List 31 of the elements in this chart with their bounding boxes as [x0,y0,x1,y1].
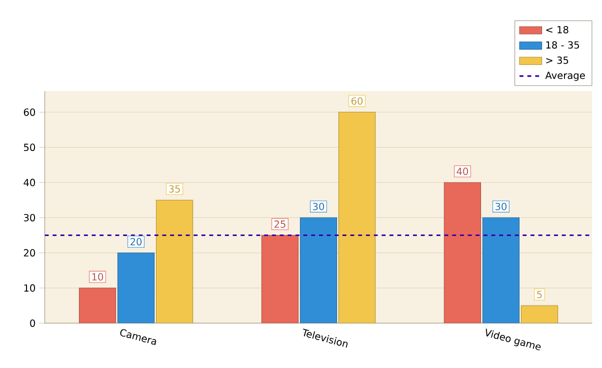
y-tick-label: 20 [24,249,36,256]
y-tick-label: 40 [24,178,36,186]
data-label: 5 [537,290,542,298]
x-tick-label: Camera [120,329,156,345]
x-tick-label: Video game [486,328,541,350]
bar [156,200,194,324]
bar [117,252,155,324]
legend-label: 18 - 35 [546,41,580,49]
data-label: 30 [495,202,507,210]
y-tick-label: 10 [24,284,36,292]
bar [300,217,338,324]
y-tick-label: 30 [24,214,36,222]
data-label: 40 [456,168,468,175]
legend-label: > 35 [546,56,568,64]
bar [338,112,376,324]
bar [482,217,520,324]
data-label: 30 [313,202,324,210]
data-label: 20 [130,238,142,246]
data-label: 35 [169,185,180,193]
data-label: 10 [92,273,104,280]
bar [78,288,116,324]
bar [520,305,558,324]
y-tick-label: 60 [24,108,36,116]
data-label: 25 [274,220,286,228]
data-label: 60 [351,97,363,105]
y-tick-label: 0 [30,319,36,327]
legend-label: Average [545,72,585,81]
legend-label: < 18 [546,26,568,34]
y-tick-label: 50 [24,144,36,151]
bar [261,234,299,324]
bar [444,182,481,324]
